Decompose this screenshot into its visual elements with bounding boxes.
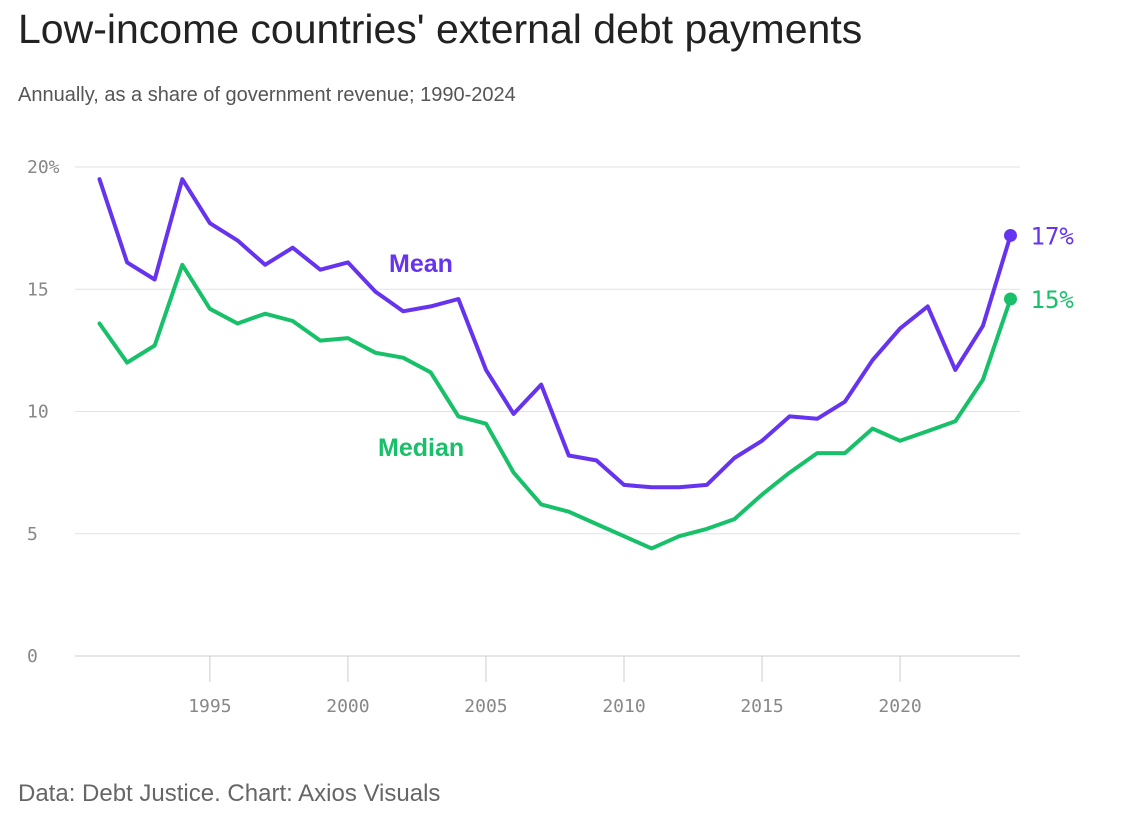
y-tick-label: 0 <box>27 646 38 667</box>
chart-title: Low-income countries' external debt paym… <box>18 6 863 52</box>
end-label-median: 15% <box>1031 286 1075 314</box>
x-axis-ticks: 1995 2000 2005 2010 2015 2020 <box>188 656 922 717</box>
y-tick-label: 15 <box>27 279 49 300</box>
x-tick-label: 1995 <box>188 696 231 717</box>
y-tick-label: 5 <box>27 524 38 545</box>
chart-source: Data: Debt Justice. Chart: Axios Visuals <box>18 780 441 807</box>
end-point-mean <box>1004 228 1017 242</box>
chart-subtitle: Annually, as a share of government reven… <box>18 84 516 106</box>
y-tick-label: 10 <box>27 402 49 423</box>
series-line-median <box>97 262 1013 551</box>
y-tick-label: 20% <box>27 157 60 178</box>
series-lines: 17% Mean 15% Median <box>97 177 1075 551</box>
x-tick-label: 2000 <box>326 696 369 717</box>
x-tick-label: 2015 <box>740 696 783 717</box>
end-label-mean: 17% <box>1031 222 1075 250</box>
series-label-median: Median <box>378 434 464 462</box>
end-point-median <box>1004 292 1017 306</box>
x-tick-label: 2005 <box>464 696 507 717</box>
series-line-mean <box>97 177 1013 490</box>
x-tick-label: 2010 <box>602 696 645 717</box>
x-tick-label: 2020 <box>878 696 921 717</box>
grid-lines <box>75 166 1020 657</box>
y-axis-ticks: 0 5 10 15 20% <box>27 157 60 667</box>
series-label-mean: Mean <box>389 250 453 278</box>
